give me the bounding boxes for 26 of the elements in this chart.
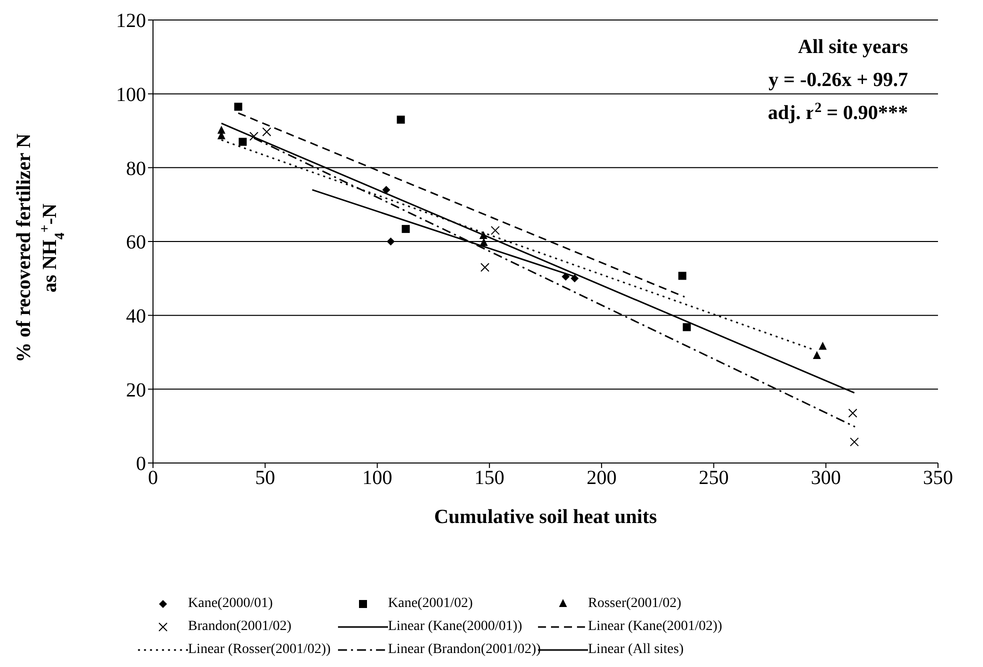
x-tick-label: 300 xyxy=(810,467,841,490)
x-tick-label: 100 xyxy=(362,467,392,490)
x-tick-label: 350 xyxy=(923,467,953,490)
x-tick-label: 150 xyxy=(474,467,504,490)
y-tick-label: 100 xyxy=(116,84,146,106)
y-tick-label: 120 xyxy=(116,10,146,32)
legend-label: Linear (All sites) xyxy=(588,642,684,656)
y-tick-label: 0 xyxy=(136,453,146,476)
y-tick-label: 60 xyxy=(126,232,146,254)
legend-label: Rosser(2001/02) xyxy=(588,596,682,610)
legend-label: Linear (Rosser(2001/02)) xyxy=(188,642,331,656)
y-tick-label: 80 xyxy=(126,158,146,180)
legend-label: Brandon(2001/02) xyxy=(188,618,292,634)
annotation: All site years xyxy=(798,36,908,58)
legend-label: Kane(2000/01) xyxy=(188,596,273,610)
legend-label: Linear (Brandon(2001/02)) xyxy=(388,642,541,656)
legend-label: Linear (Kane(2001/02)) xyxy=(588,618,722,634)
y-tick-label: 40 xyxy=(126,305,146,328)
x-tick-label: 200 xyxy=(586,467,617,490)
y-tick-label: 20 xyxy=(126,379,146,402)
legend-label: Kane(2001/02) xyxy=(388,596,473,610)
legend-label: Linear (Kane(2000/01)) xyxy=(388,618,522,634)
x-tick-label: 50 xyxy=(255,467,276,490)
annotation: y = -0.26x + 99.7 xyxy=(768,69,908,91)
x-axis-title: Cumulative soil heat units xyxy=(434,506,658,528)
x-tick-label: 250 xyxy=(698,467,729,490)
